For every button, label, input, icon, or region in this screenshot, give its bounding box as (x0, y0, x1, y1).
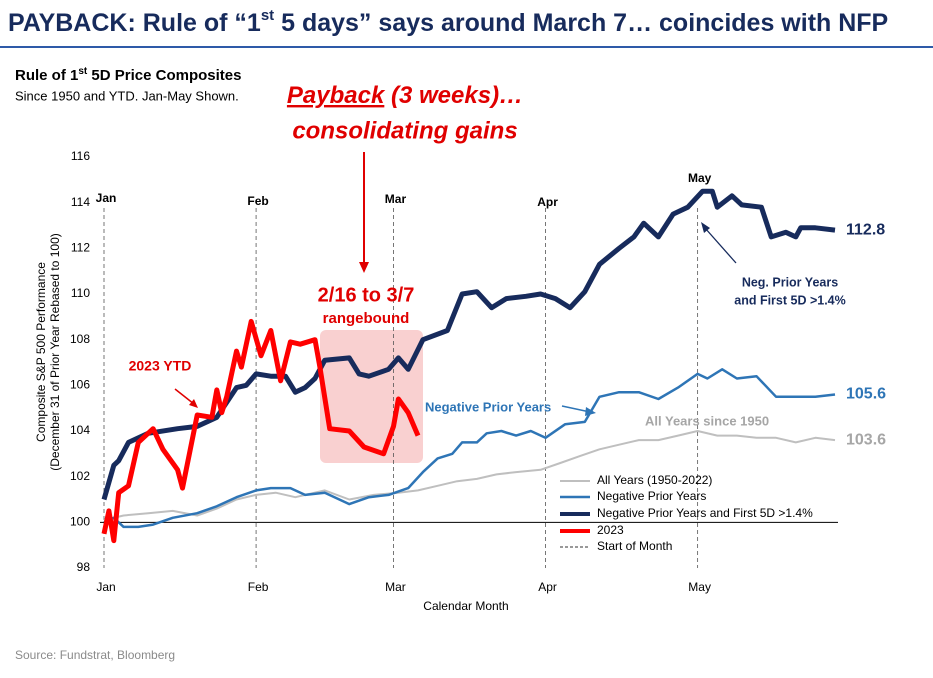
y-tick-label: 98 (77, 560, 91, 574)
y-tick-label: 114 (71, 195, 90, 209)
y-tick-label: 100 (70, 515, 90, 529)
arrow (561, 405, 591, 413)
annotation: Negative Prior Years (425, 399, 551, 414)
x-tick-label: May (688, 580, 711, 594)
end-value-label: 105.6 (846, 386, 886, 403)
legend-label: 2023 (597, 523, 624, 537)
chart-title-part: Rule of 1 (15, 67, 78, 84)
annotation: 2/16 to 3/7 (318, 284, 415, 306)
page-title: PAYBACK: Rule of “1st 5 days” says aroun… (8, 7, 888, 37)
legend-label: All Years (1950-2022) (597, 473, 712, 487)
annotation: consolidating gains (292, 117, 517, 144)
x-tick-label: Mar (385, 580, 406, 594)
chart-title-part: 5D Price Composites (87, 67, 241, 84)
series-line (103, 368, 836, 529)
series-line (101, 188, 836, 501)
y-tick-label: 102 (70, 469, 90, 483)
annotation: rangebound (323, 310, 410, 327)
arrow-head (359, 262, 369, 273)
arrow-head (585, 407, 596, 416)
y-tick-label: 116 (71, 149, 90, 163)
arrow-head (189, 399, 198, 408)
month-top-label: Apr (537, 195, 558, 209)
annotation: 2023 YTD (129, 358, 192, 374)
arrow (174, 388, 195, 405)
x-tick-label: Apr (538, 580, 557, 594)
y-tick-label: 106 (70, 378, 90, 392)
range-box (320, 330, 423, 463)
source: Source: Fundstrat, Bloomberg (15, 648, 175, 662)
annotation: Neg. Prior Years (742, 275, 838, 289)
chart-subtitle: Since 1950 and YTD. Jan-May Shown. (15, 88, 239, 103)
x-tick-label: Feb (248, 580, 269, 594)
y-tick-label: 108 (70, 332, 90, 346)
arrow-head (701, 222, 710, 233)
y-axis-title: (December 31 of Prior Year Rebased to 10… (48, 233, 62, 470)
y-tick-label: 110 (71, 286, 90, 300)
annotation: All Years since 1950 (645, 413, 769, 428)
annotation-part: Payback (287, 82, 386, 109)
x-tick-label: Jan (96, 580, 115, 594)
annotation: Payback (3 weeks)… (287, 82, 523, 109)
chart-title-sup: st (78, 66, 88, 77)
title-part: 5 days” says around March 7… coincides w… (274, 9, 888, 37)
month-top-label: May (688, 171, 712, 185)
end-value-label: 112.8 (846, 221, 885, 238)
month-top-label: Jan (96, 191, 117, 205)
end-value-label: 103.6 (846, 431, 886, 448)
chart-title: Rule of 1st 5D Price Composites (15, 66, 241, 84)
legend-label: Negative Prior Years and First 5D >1.4% (597, 506, 813, 520)
x-axis-title: Calendar Month (423, 599, 508, 613)
series-line (103, 430, 836, 522)
plot-area: 98 100 102 104 106 108 110 112 114 116 Jan Jan Feb Fe… (70, 149, 886, 594)
month-top-label: Mar (385, 192, 407, 206)
legend-label: Start of Month (597, 539, 672, 553)
y-tick-label: 104 (70, 423, 90, 437)
legend-label: Negative Prior Years (597, 489, 706, 503)
annotation: and First 5D >1.4% (734, 293, 846, 307)
series-line (101, 318, 421, 544)
arrow (704, 227, 737, 264)
y-tick-label: 112 (71, 241, 90, 255)
y-axis-title: Composite S&P 500 Performance (34, 262, 48, 442)
title-part: PAYBACK: Rule of “1 (8, 9, 261, 37)
annotation-part: (3 weeks)… (384, 82, 523, 109)
title-sup: st (261, 7, 274, 24)
month-top-label: Feb (247, 194, 268, 208)
